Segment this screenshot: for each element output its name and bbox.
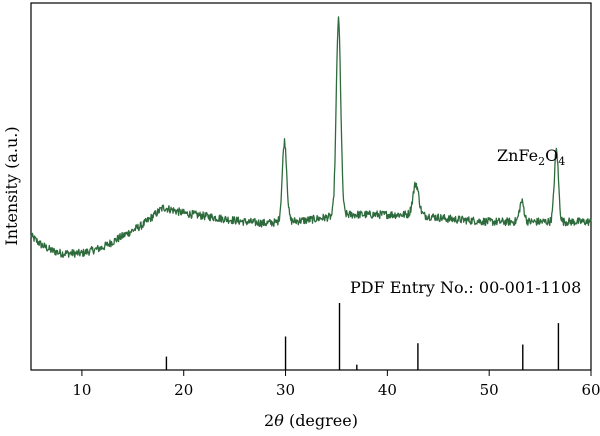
x-tick-label: 40 (378, 381, 397, 399)
compound-label: ZnFe2O4 (497, 146, 565, 168)
x-tick-label: 20 (174, 381, 193, 399)
xrd-pattern-line (30, 16, 592, 258)
plot-frame (30, 2, 592, 371)
y-axis-title: Intensity (a.u.) (2, 126, 21, 245)
reference-lines (165, 303, 560, 370)
x-axis-title: 2θ (degree) (264, 411, 358, 430)
reference-label: PDF Entry No.: 00-001-1108 (350, 278, 581, 297)
x-tick-label: 10 (72, 381, 91, 399)
x-tick-label: 30 (276, 381, 295, 399)
x-axis-ticks: 10 20 30 40 50 60 (72, 370, 600, 399)
x-tick-label: 50 (480, 381, 499, 399)
x-tick-label: 60 (581, 381, 600, 399)
